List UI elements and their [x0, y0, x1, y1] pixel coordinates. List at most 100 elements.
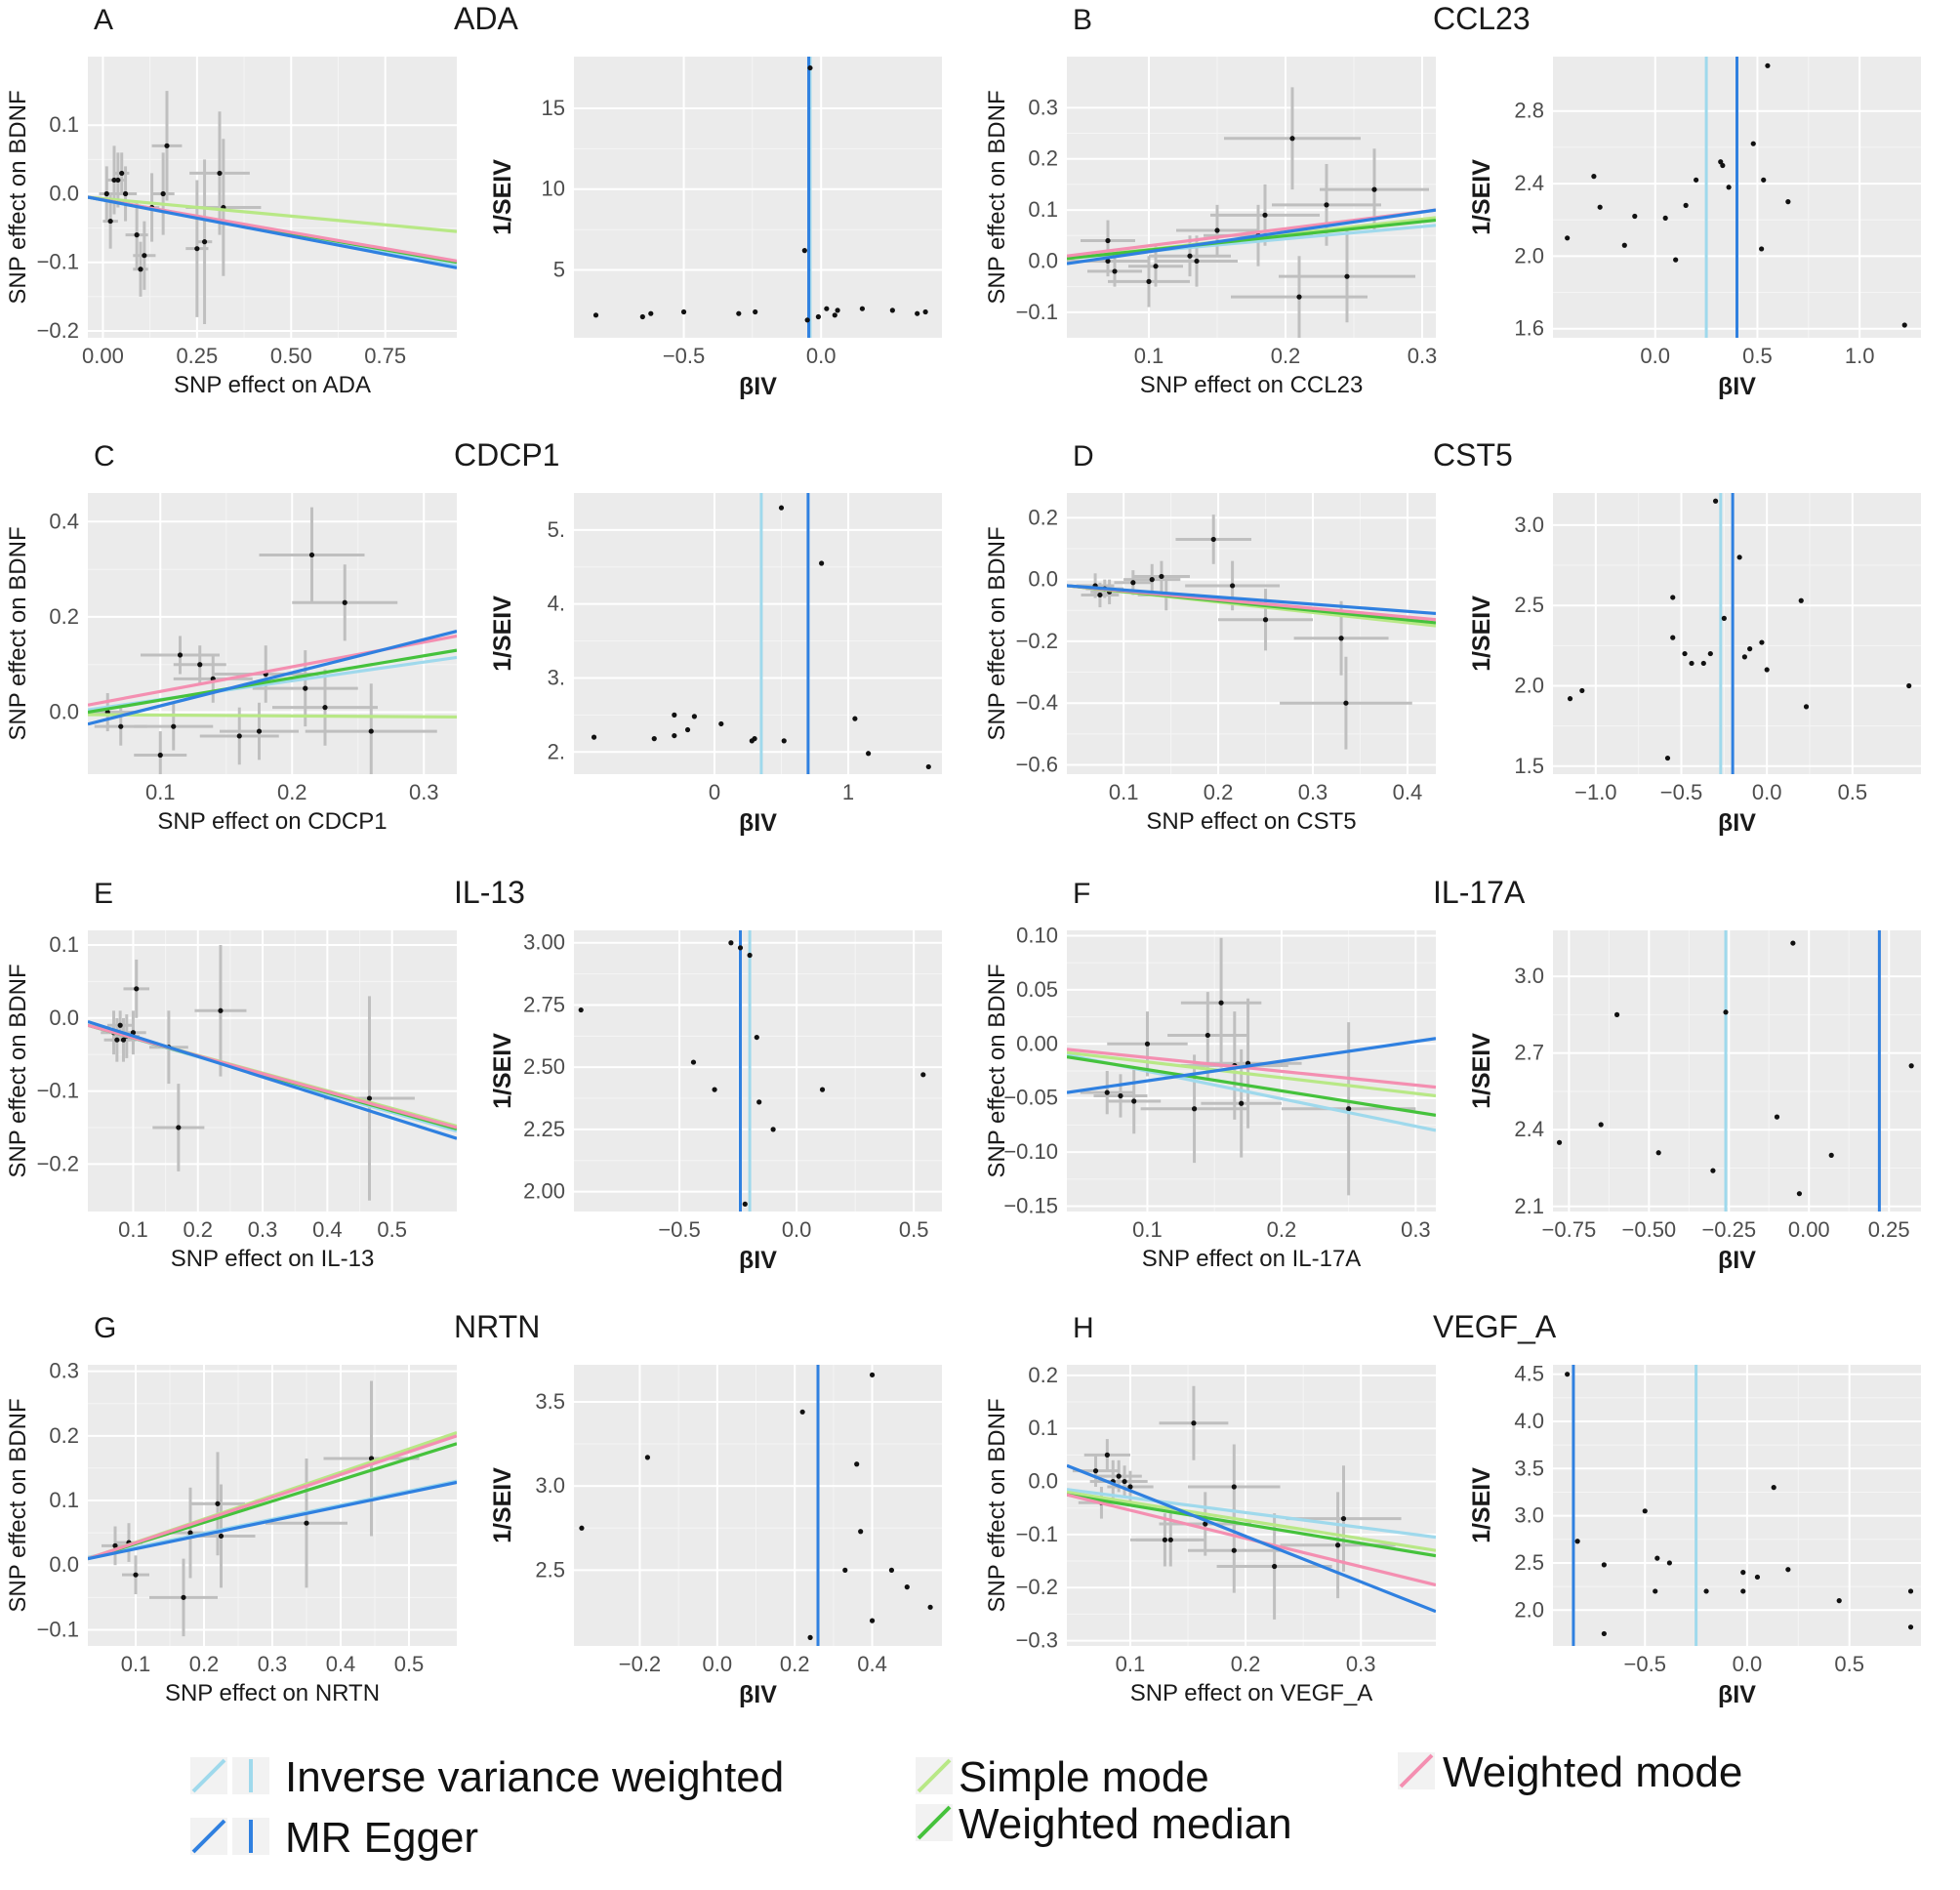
funnel-ytick-label: 5	[553, 257, 565, 281]
scatter-data	[1067, 87, 1436, 338]
panel-letter: E	[94, 878, 113, 910]
funnel-point	[578, 1007, 584, 1013]
light-green-line-icon	[917, 1758, 952, 1793]
funnel-point	[1785, 199, 1791, 205]
snp-point	[1105, 237, 1111, 244]
funnel-point	[1655, 1150, 1661, 1156]
scatter-ytick-label: 0.4	[49, 509, 79, 533]
scatter-plot: 0.0 0.2 0.4 0.1 0.2 0.3 SNP effect on CDCP1 SNP…	[5, 493, 457, 835]
scatter-data	[88, 507, 457, 774]
snp-point	[236, 733, 242, 739]
mr-line-egger	[1067, 1463, 1436, 1614]
funnel-point	[842, 1567, 848, 1573]
snp-point	[342, 599, 347, 605]
scatter-y-axis-label: SNP effect on BDNF	[5, 1398, 31, 1612]
snp-point	[112, 1542, 118, 1548]
funnel-point	[1682, 650, 1688, 657]
funnel-x-axis-label: βIV	[1718, 1247, 1756, 1274]
scatter-xtick-label: 0.2	[1267, 1217, 1297, 1242]
funnel-point	[1664, 755, 1671, 761]
snp-point	[1344, 273, 1350, 279]
scatter-y-axis-label: SNP effect on BDNF	[5, 964, 31, 1177]
legend-item-egger: MR Egger	[190, 1814, 478, 1862]
scatter-ytick-label: 0.0	[1028, 248, 1058, 272]
funnel-xtick-label: −0.5	[1624, 1652, 1666, 1676]
green-line-icon	[917, 1805, 952, 1840]
funnel-point	[1759, 246, 1765, 252]
funnel-ytick-label: 2.0	[1514, 243, 1544, 267]
funnel-background	[574, 1365, 942, 1646]
funnel-point	[866, 751, 872, 757]
mr-line-ivw	[1067, 1488, 1436, 1540]
snp-point	[368, 728, 374, 734]
scatter-data	[88, 91, 457, 324]
scatter-xtick-label: 0.3	[1298, 780, 1328, 804]
snp-point	[181, 1594, 186, 1600]
snp-point	[117, 1022, 123, 1028]
funnel-xtick-label: 1.0	[1845, 344, 1875, 368]
scatter-x-axis-label: SNP effect on NRTN	[165, 1680, 380, 1706]
funnel-point	[888, 1567, 895, 1573]
panel-letter: D	[1073, 440, 1094, 472]
snp-point	[304, 1520, 309, 1526]
funnel-point	[920, 1072, 926, 1078]
scatter-ytick-label: 0.10	[1016, 924, 1058, 948]
scatter-xtick-label: 0.1	[118, 1217, 148, 1242]
funnel-xtick-label: 0.0	[703, 1652, 733, 1676]
funnel-point	[1765, 62, 1771, 68]
scatter-xtick-label: 0.1	[1134, 344, 1164, 368]
funnel-point	[1796, 1191, 1803, 1197]
panel-letter: B	[1073, 4, 1092, 36]
scatter-ytick-label: 0.0	[49, 1006, 79, 1030]
funnel-xtick-label: 0.5	[1834, 1652, 1864, 1676]
funnel-point	[1726, 185, 1732, 190]
funnel-point	[1556, 1139, 1563, 1145]
funnel-point	[737, 945, 744, 951]
funnel-ytick-label: 1.5	[1514, 754, 1544, 778]
panel-letter: F	[1073, 878, 1090, 910]
funnel-ytick-label: 3.5	[1514, 1456, 1544, 1480]
funnel-point	[927, 1604, 933, 1610]
funnel-point	[1632, 213, 1638, 220]
mr-line-weighted-mode	[1067, 1048, 1436, 1089]
funnel-point	[1754, 1574, 1761, 1581]
snp-point	[1127, 1484, 1133, 1490]
scatter-xtick-label: 0.5	[377, 1217, 407, 1242]
funnel-ytick-label: 3.0	[1514, 1503, 1544, 1528]
funnel-plot: 2.0 2.5 3.0 3.5 4.0 4.5 −0.5 0.0 0.5 βIV 1/SEIV	[1468, 1362, 1921, 1708]
snp-point	[1340, 1515, 1347, 1522]
funnel-xtick-label: 1	[842, 780, 854, 804]
scatter-ytick-label: 0.1	[49, 1488, 79, 1512]
funnel-point	[1597, 204, 1603, 210]
mr-line-egger	[88, 630, 457, 726]
snp-point	[1262, 212, 1268, 218]
funnel-ytick-label: 1.6	[1514, 316, 1544, 341]
funnel-xtick-label: 0.2	[780, 1652, 810, 1676]
funnel-ytick-label: 2.8	[1514, 99, 1544, 123]
snp-point	[1130, 580, 1136, 586]
scatter-ytick-label: 0.0	[1028, 1469, 1058, 1494]
funnel-point	[1771, 1485, 1776, 1491]
scatter-ytick-label: 0.2	[1028, 146, 1058, 171]
scatter-xtick-label: 0.3	[1408, 344, 1438, 368]
snp-point	[1371, 186, 1377, 192]
blue-line-icon	[191, 1819, 226, 1854]
scatter-background	[1067, 493, 1436, 774]
snp-point	[1097, 592, 1103, 598]
funnel-point	[1689, 660, 1695, 667]
snp-point	[1210, 536, 1216, 543]
scatter-data	[1067, 937, 1436, 1196]
funnel-point	[1694, 177, 1699, 183]
funnel-point	[832, 312, 837, 318]
snp-point	[1112, 268, 1118, 274]
funnel-ytick-label: 2.1	[1514, 1194, 1544, 1218]
funnel-point	[925, 763, 931, 770]
snp-point	[1162, 1537, 1168, 1542]
funnel-point	[1798, 597, 1804, 603]
snp-point	[1153, 264, 1159, 269]
funnel-point	[680, 308, 687, 315]
snp-point	[1324, 202, 1329, 208]
funnel-y-axis-label: 1/SEIV	[1468, 159, 1495, 235]
snp-point	[1218, 1000, 1224, 1006]
funnel-point	[747, 952, 753, 959]
